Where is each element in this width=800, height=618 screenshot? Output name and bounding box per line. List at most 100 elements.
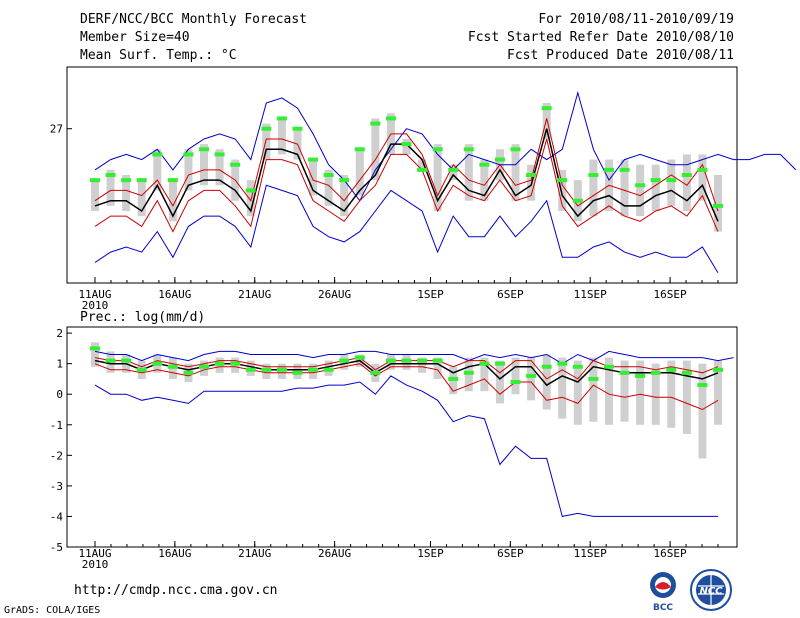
grads-credit: GrADS: COLA/IGES <box>4 605 101 616</box>
observed-marker <box>635 373 646 378</box>
observed-marker <box>681 370 692 375</box>
observed-marker <box>401 358 412 363</box>
spread-box <box>542 103 551 139</box>
observed-marker <box>323 173 334 177</box>
spread-box <box>714 175 722 232</box>
spread-box <box>698 363 707 459</box>
fcst-produced-date: Fcst Produced Date 2010/08/11 <box>507 48 734 63</box>
spread-box <box>511 357 520 395</box>
observed-marker <box>261 126 272 131</box>
x-tick-label: 21AUG <box>238 547 271 560</box>
spread-box <box>682 154 691 211</box>
forecast-range: For 2010/08/11-2010/09/19 <box>538 12 734 27</box>
spread-box <box>200 144 209 186</box>
x-tick-label: 21AUG <box>238 288 271 301</box>
x-tick-year: 2010 <box>82 299 109 312</box>
observed-marker <box>619 370 630 375</box>
observed-marker <box>261 367 272 372</box>
observed-marker <box>448 167 459 172</box>
spread-box <box>402 139 411 155</box>
x-tick-label: 11AUG <box>78 288 111 301</box>
observed-marker <box>199 147 210 152</box>
observed-marker <box>681 173 692 177</box>
observed-marker <box>494 157 505 162</box>
observed-marker <box>292 126 303 131</box>
spread-box <box>309 159 318 196</box>
observed-marker <box>90 178 100 183</box>
observed-marker <box>370 121 381 126</box>
observed-marker <box>526 173 537 177</box>
spread-box <box>480 159 489 201</box>
observed-marker <box>557 178 568 183</box>
observed-marker <box>183 152 194 157</box>
observed-marker <box>510 380 521 384</box>
plot-frame <box>66 66 738 284</box>
x-tick-label: 1SEP <box>417 288 444 301</box>
observed-marker <box>292 370 303 375</box>
observed-marker <box>541 106 552 111</box>
spread-box <box>573 360 582 425</box>
x-tick-label: 16AUG <box>158 547 191 560</box>
spread-box <box>651 363 660 425</box>
x-tick-label: 6SEP <box>497 288 524 301</box>
spread-box <box>636 360 645 425</box>
observed-marker <box>417 167 428 172</box>
observed-marker <box>526 373 537 378</box>
observed-marker <box>666 178 677 183</box>
observed-marker <box>152 361 163 366</box>
observed-marker <box>417 358 428 363</box>
spread-box <box>433 357 442 379</box>
spread-box <box>371 118 380 181</box>
y-tick-label: 0 <box>56 388 63 401</box>
spread-box <box>698 154 707 201</box>
observed-marker <box>105 358 116 363</box>
y-tick-label: -2 <box>50 449 63 462</box>
observed-marker <box>105 173 116 177</box>
series-line-max <box>94 350 734 365</box>
x-tick-label: 11AUG <box>78 547 111 560</box>
observed-marker <box>448 376 459 381</box>
observed-marker <box>323 367 334 372</box>
observed-marker <box>588 173 599 177</box>
spread-box <box>636 164 645 217</box>
spread-box <box>418 357 427 373</box>
bcc-logo: BCC <box>650 572 676 612</box>
spread-box <box>558 169 567 211</box>
x-tick-label: 26AUG <box>318 288 351 301</box>
panel-title: Prec.: log(mm/d) <box>80 310 205 325</box>
observed-marker <box>572 198 583 203</box>
observed-marker <box>230 162 241 167</box>
x-tick-label: 11SEP <box>574 288 607 301</box>
series-line-max <box>94 90 797 202</box>
observed-marker <box>370 370 381 375</box>
y-tick-label: 27 <box>50 123 63 136</box>
observed-marker <box>541 364 552 369</box>
source-url[interactable]: http://cmdp.ncc.cma.gov.cn <box>74 583 278 598</box>
observed-marker <box>603 364 614 369</box>
observed-marker <box>666 367 677 372</box>
chart-panel-2: 2 1 0 -1 -2 -3 -4 -5 11AUG 16AUG 21AUG 26AUG 1SEP 6SE… <box>50 310 738 571</box>
observed-marker <box>214 152 225 157</box>
spread-box <box>511 144 520 201</box>
chart-title: DERF/NCC/BCC Monthly Forecast <box>80 12 307 27</box>
x-tick-label: 6SEP <box>497 547 524 560</box>
observed-marker <box>603 167 614 172</box>
observed-marker <box>214 361 225 366</box>
observed-marker <box>230 361 241 366</box>
spread-box <box>480 357 489 392</box>
observed-marker <box>121 358 132 363</box>
observed-marker <box>354 355 365 360</box>
observed-marker <box>619 167 630 172</box>
observed-marker <box>479 361 490 366</box>
observed-marker <box>697 383 708 388</box>
x-tick-label: 16SEP <box>654 288 687 301</box>
observed-marker <box>650 370 661 375</box>
observed-marker <box>713 367 723 372</box>
observed-marker <box>635 183 646 188</box>
spread-box <box>542 354 551 410</box>
observed-marker <box>650 178 661 183</box>
y-tick-label: -5 <box>50 541 63 554</box>
observed-marker <box>276 116 287 121</box>
observed-marker <box>152 152 163 157</box>
